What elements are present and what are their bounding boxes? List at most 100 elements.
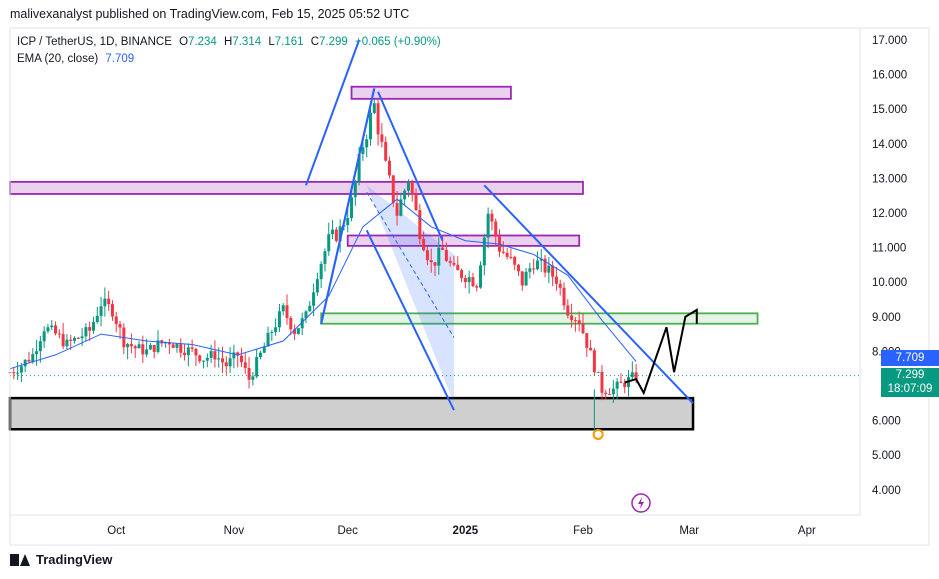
candle-body (513, 256, 517, 265)
candle-body (615, 381, 619, 389)
candle-body (391, 175, 395, 203)
candle-body (543, 258, 547, 273)
y-tick-label: 9.000 (872, 312, 901, 324)
candle-body (315, 279, 319, 293)
candle-body (133, 346, 137, 349)
candle-body (444, 249, 448, 262)
candle-body (361, 147, 365, 155)
candle-body (31, 354, 35, 362)
candle-body (194, 348, 198, 356)
candle-body (281, 305, 285, 312)
candle-body (467, 277, 471, 283)
chart-frame (9, 27, 930, 546)
candle-body (406, 182, 410, 191)
candle-body (604, 392, 608, 395)
candle-body (494, 221, 498, 237)
candle-body (175, 344, 179, 348)
candle-body (232, 352, 236, 359)
candle-body (179, 344, 183, 353)
ema-label[interactable]: EMA (20, close) (17, 53, 99, 65)
candle-body (577, 320, 581, 324)
candle-body (243, 362, 247, 368)
y-tick-label: 15.000 (872, 104, 907, 116)
candle-body (110, 304, 114, 317)
trendline (377, 91, 444, 242)
trendline (305, 39, 361, 186)
candle-body (156, 340, 160, 352)
y-tick-label: 17.000 (872, 35, 907, 47)
candle-body (395, 202, 399, 216)
close-label: C (310, 36, 320, 48)
candle-body (107, 298, 111, 305)
candle-body (50, 325, 54, 328)
lightning-bolt (638, 497, 644, 509)
open-label: O (179, 36, 189, 48)
low-value: 7.161 (274, 36, 304, 48)
candle-body (619, 381, 623, 383)
low-label: L (268, 36, 275, 48)
candle-body (69, 339, 73, 341)
candle-body (205, 357, 209, 361)
candle-body (479, 265, 483, 288)
tradingview-footer[interactable]: TradingView (10, 552, 112, 567)
candle-body (558, 283, 562, 288)
candle-body (520, 271, 524, 286)
candle-body (296, 328, 300, 334)
candle-body (456, 264, 460, 271)
zone-resistance (350, 85, 512, 100)
candle-body (623, 382, 627, 388)
candle-body (103, 298, 107, 307)
candle-body (490, 213, 494, 222)
trendline (320, 88, 376, 324)
candle-body (368, 113, 372, 140)
candle-body (308, 305, 312, 312)
candle-body (611, 388, 615, 395)
projection-path (624, 308, 698, 396)
symbol-label[interactable]: ICP / TetherUS, 1D, BINANCE (17, 36, 172, 48)
candle-body (433, 262, 437, 266)
candle-body (501, 251, 505, 253)
candle-body (399, 199, 403, 216)
candle-body (372, 103, 376, 114)
high-label: H (224, 36, 233, 48)
candle-body (380, 134, 384, 142)
candle-body (65, 339, 69, 347)
candle-body (505, 252, 509, 257)
candle-body (137, 344, 141, 349)
candle-body (350, 197, 354, 219)
candle-body (293, 329, 297, 334)
candle-body (183, 352, 187, 356)
candle-body (167, 342, 171, 345)
zone-support (8, 396, 695, 431)
candle-body (418, 210, 422, 240)
x-tick-label: Dec (337, 525, 358, 537)
candle-body (19, 366, 23, 373)
candles-layer (8, 98, 638, 435)
candle-body (251, 376, 255, 380)
close-value: 7.299 (319, 36, 348, 48)
pattern-fill-layer (366, 185, 455, 404)
candle-body (236, 352, 240, 356)
candle-body (460, 270, 464, 279)
wedge-fill (366, 185, 454, 404)
candle-body (410, 182, 414, 195)
candle-body (76, 337, 80, 339)
candle-body (80, 336, 84, 339)
candle-body (224, 362, 228, 367)
candle-body (270, 332, 274, 334)
ohlc-row: ICP / TetherUS, 1D, BINANCE O7.234 H7.31… (17, 34, 445, 51)
candle-body (634, 372, 638, 380)
candle-body (228, 358, 232, 367)
candle-body (384, 141, 388, 161)
candle-body (414, 194, 418, 211)
candle-body (27, 359, 31, 362)
candle-body (327, 234, 331, 252)
candle-body (482, 237, 486, 266)
y-tick-label: 5.000 (872, 450, 901, 462)
candle-body (61, 334, 65, 347)
candle-body (198, 355, 202, 362)
candle-body (524, 271, 528, 286)
candle-body (528, 268, 532, 272)
candle-body (441, 247, 445, 250)
